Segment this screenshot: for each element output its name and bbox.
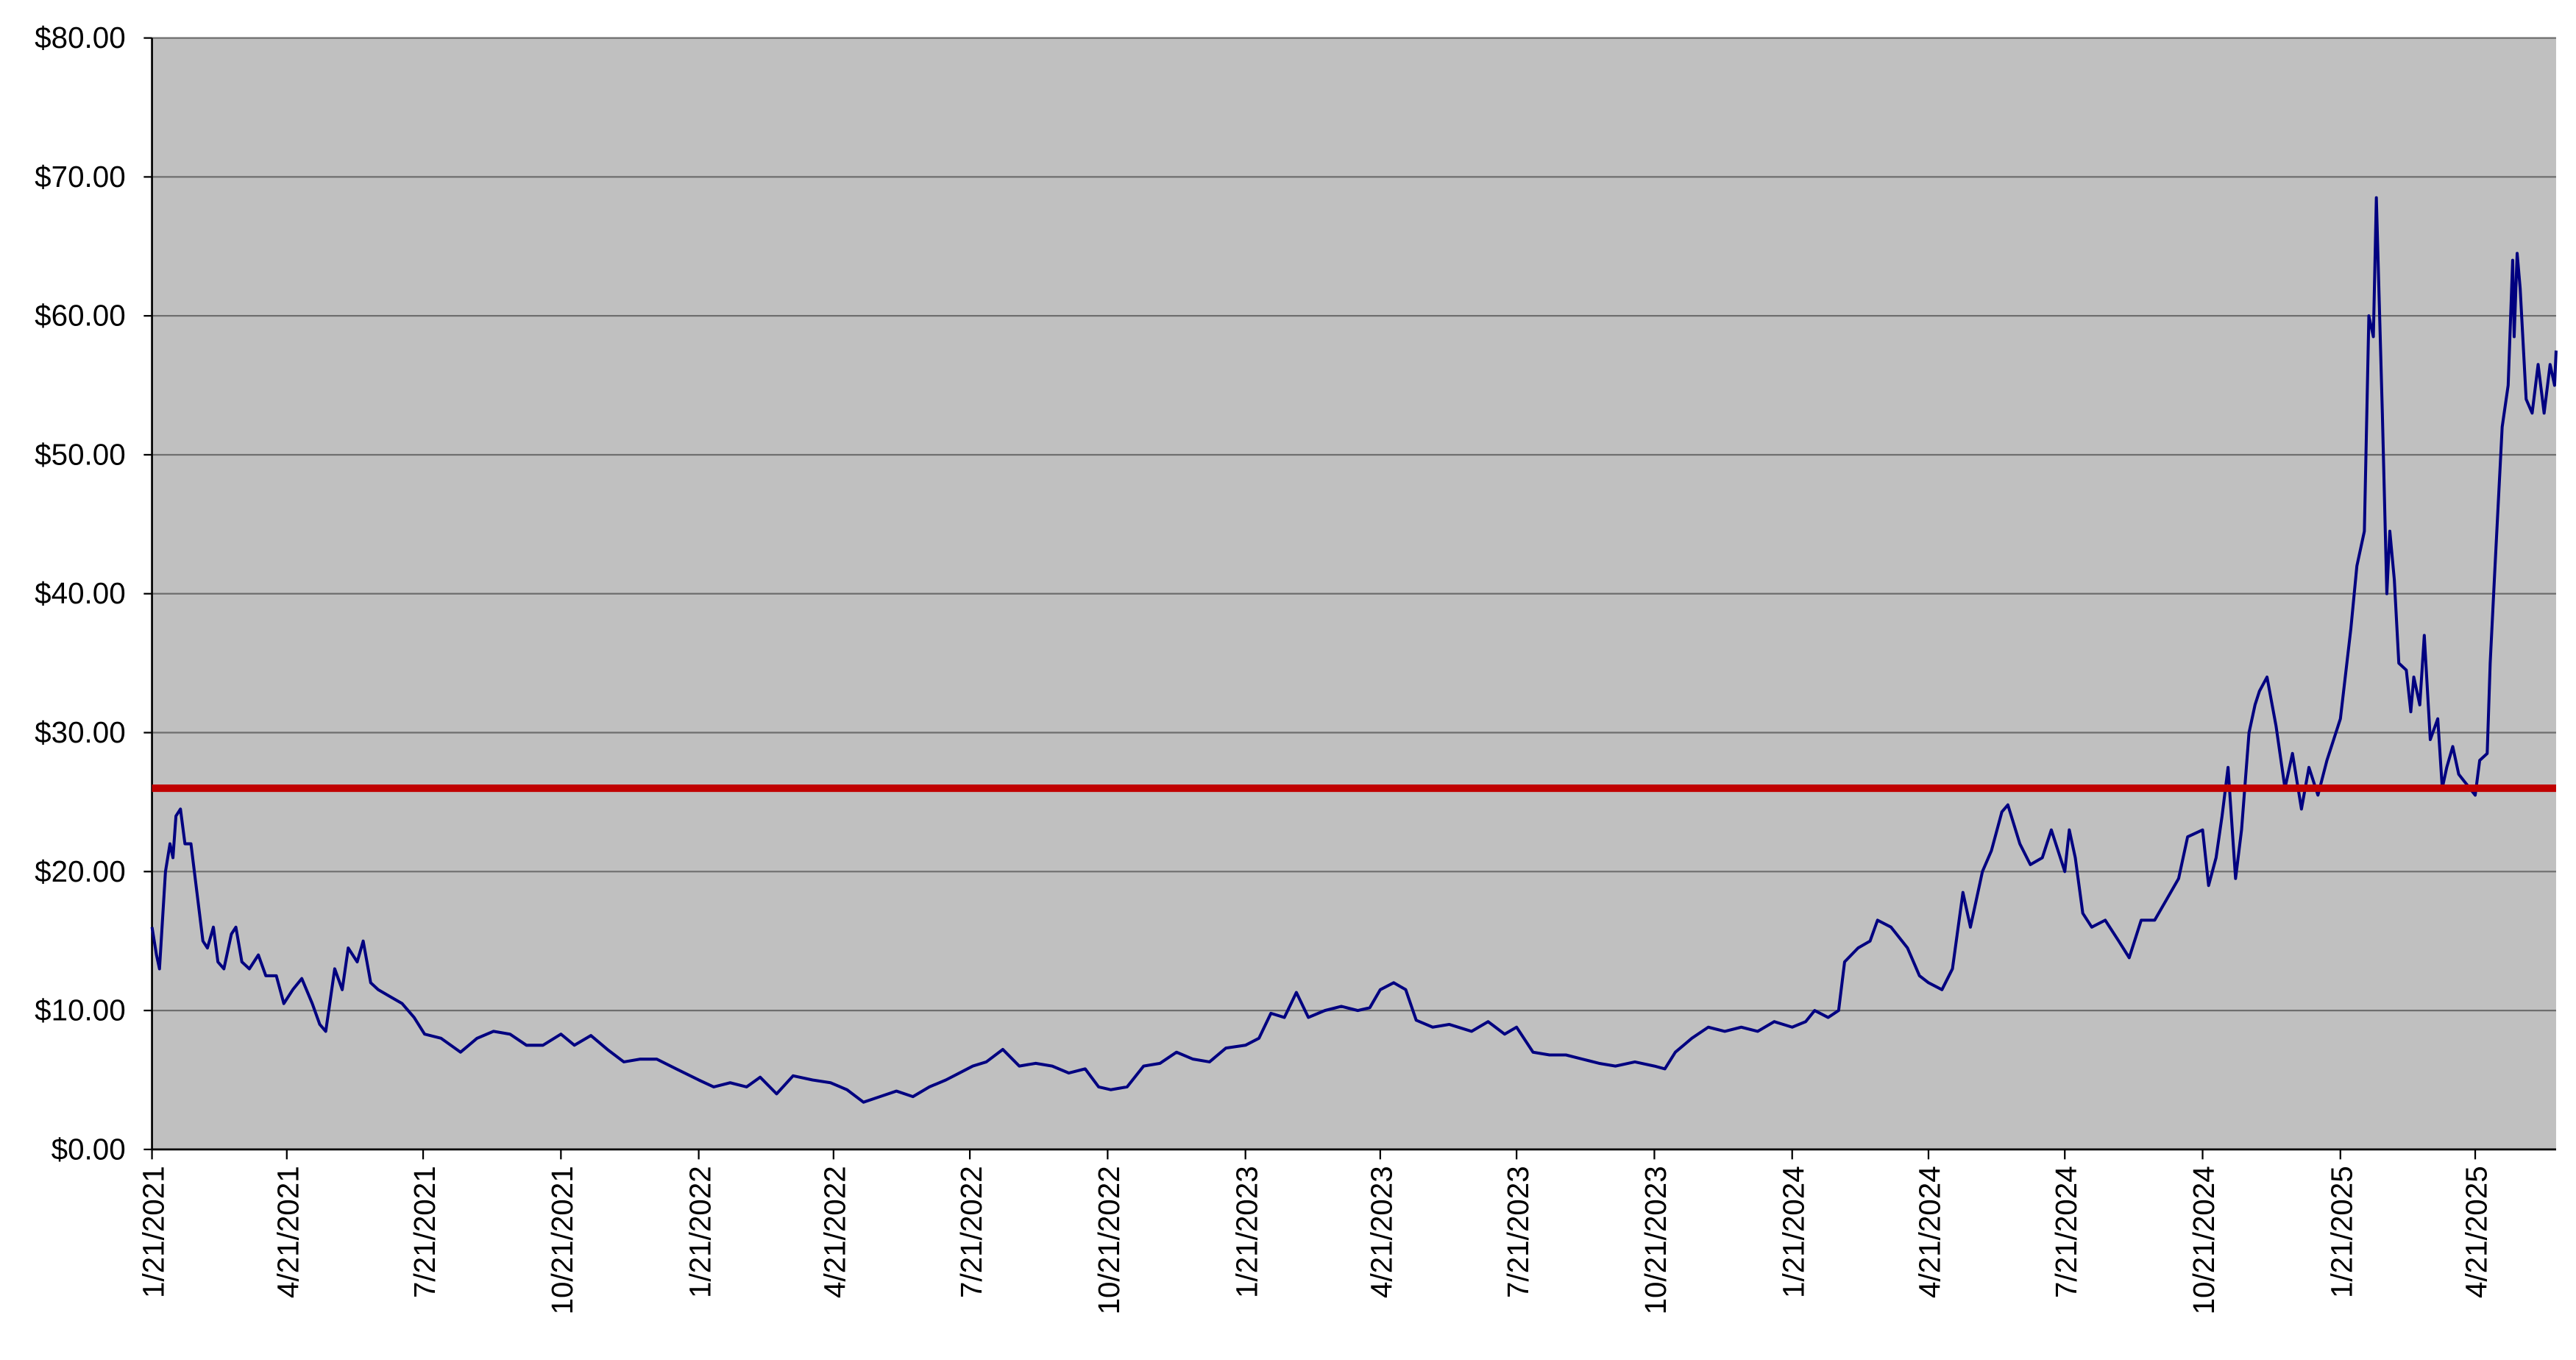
- y-tick-label: $10.00: [35, 994, 126, 1027]
- x-tick-label: 4/21/2022: [818, 1166, 852, 1298]
- x-tick-label: 4/21/2024: [1913, 1166, 1947, 1298]
- x-tick-label: 10/21/2021: [545, 1166, 579, 1314]
- x-tick-label: 7/21/2022: [954, 1166, 988, 1298]
- y-tick-label: $50.00: [35, 437, 126, 471]
- y-tick-label: $40.00: [35, 576, 126, 610]
- x-tick-label: 1/21/2022: [683, 1166, 717, 1298]
- x-tick-label: 4/21/2023: [1365, 1166, 1399, 1298]
- x-tick-label: 7/21/2024: [2049, 1166, 2083, 1298]
- y-tick-label: $30.00: [35, 715, 126, 749]
- price-line: [150, 196, 2558, 1104]
- x-tick-label: 1/21/2025: [2325, 1166, 2359, 1298]
- y-tick-label: $20.00: [35, 854, 126, 888]
- x-tick-label: 7/21/2021: [408, 1166, 441, 1298]
- x-tick-label: 10/21/2022: [1092, 1166, 1126, 1314]
- x-tick-label: 4/21/2021: [271, 1166, 305, 1298]
- x-tick-label: 1/21/2024: [1776, 1166, 1810, 1298]
- x-tick-label: 10/21/2024: [2187, 1166, 2221, 1314]
- x-tick-label: 1/21/2021: [136, 1166, 170, 1298]
- x-tick-label: 1/21/2023: [1230, 1166, 1263, 1298]
- x-tick-label: 4/21/2025: [2460, 1166, 2494, 1298]
- y-tick-label: $80.00: [35, 21, 126, 54]
- y-tick-label: $70.00: [35, 160, 126, 194]
- y-tick-label: $0.00: [52, 1132, 126, 1166]
- y-tick-label: $60.00: [35, 299, 126, 333]
- x-tick-label: 7/21/2023: [1501, 1166, 1535, 1298]
- x-tick-label: 10/21/2023: [1639, 1166, 1672, 1314]
